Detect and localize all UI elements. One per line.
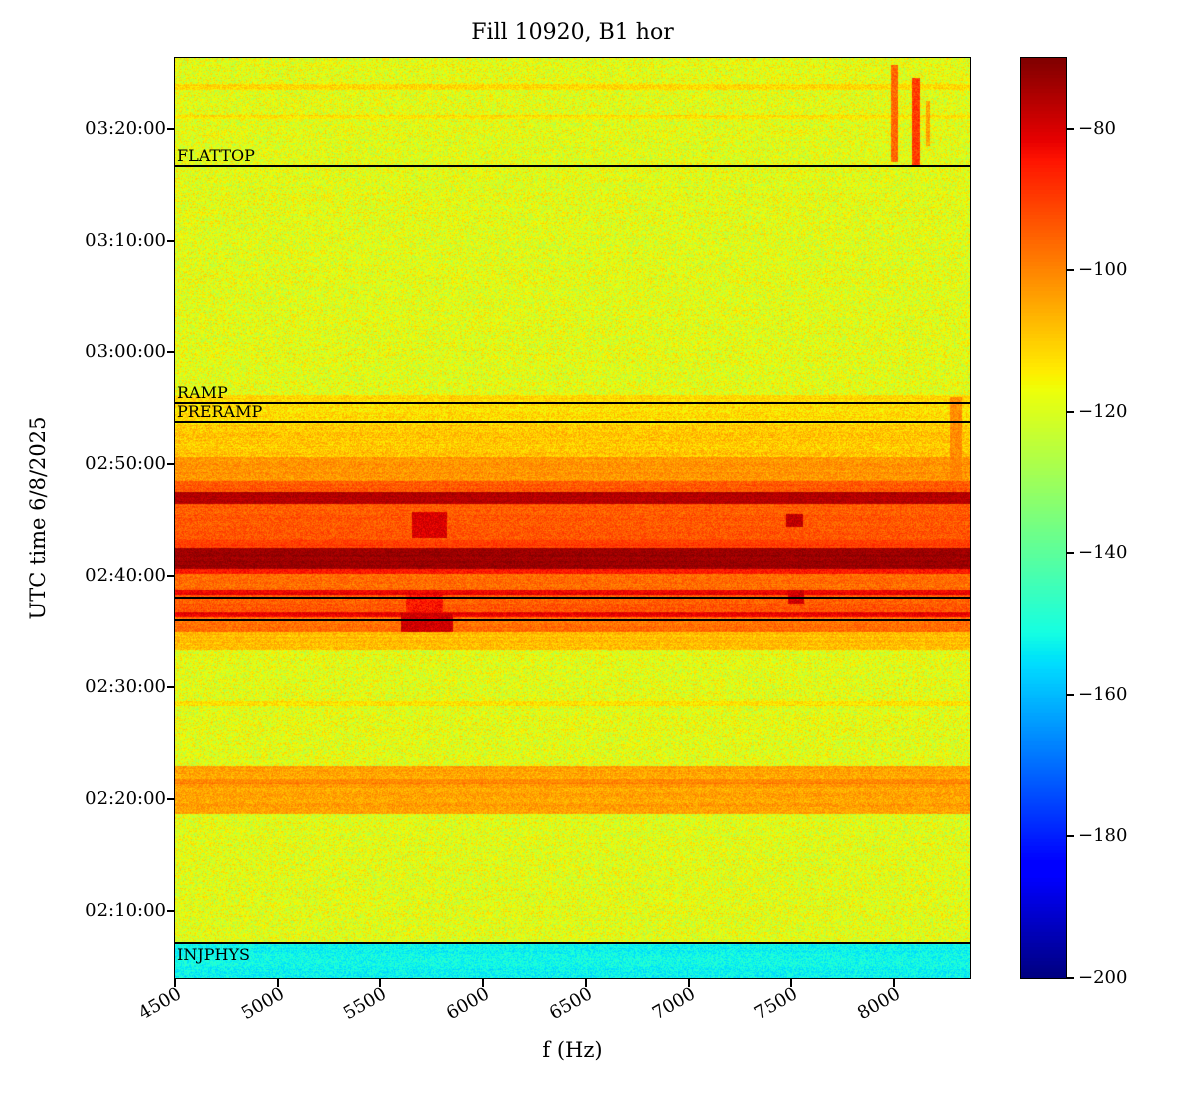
x-tick-mark xyxy=(379,979,382,987)
y-tick-mark xyxy=(167,798,175,801)
x-tick-label: 4500 xyxy=(134,983,185,1025)
colorbar-tick-label: −140 xyxy=(1078,542,1128,564)
beam-mode-line xyxy=(175,941,970,944)
colorbar-tick-mark xyxy=(1067,552,1074,555)
x-tick-label: 5500 xyxy=(340,983,391,1025)
colorbar-canvas xyxy=(1021,58,1066,978)
spectrogram-plot: FLATTOP RAMP PRERAMP INJPHYS xyxy=(174,57,971,979)
y-tick-mark xyxy=(167,351,175,354)
beam-mode-line xyxy=(175,165,970,168)
x-tick-mark xyxy=(482,979,485,987)
x-tick-label: 7500 xyxy=(751,983,802,1025)
x-tick-mark xyxy=(276,979,279,987)
colorbar-tick-mark xyxy=(1067,693,1074,696)
colorbar-tick-mark xyxy=(1067,835,1074,838)
y-tick-mark xyxy=(167,574,175,577)
y-tick-label: 02:30:00 xyxy=(85,676,166,698)
y-tick-label: 02:50:00 xyxy=(85,452,166,474)
y-tick-label: 02:10:00 xyxy=(85,899,166,921)
y-tick-mark xyxy=(167,239,175,242)
x-tick-mark xyxy=(790,979,793,987)
colorbar-tick-mark xyxy=(1067,269,1074,272)
colorbar-tick-label: −160 xyxy=(1078,683,1128,705)
colorbar xyxy=(1020,57,1067,979)
y-tick-mark xyxy=(167,127,175,130)
y-tick-label: 03:00:00 xyxy=(85,341,166,363)
y-tick-label: 03:20:00 xyxy=(85,117,166,139)
x-tick-mark xyxy=(174,979,176,987)
x-tick-label: 5000 xyxy=(237,983,288,1025)
y-tick-mark xyxy=(167,686,175,689)
colorbar-tick-label: −120 xyxy=(1078,400,1128,422)
x-tick-label: 6000 xyxy=(442,983,494,1025)
beam-mode-label: FLATTOP xyxy=(177,146,255,166)
colorbar-tick-label: −180 xyxy=(1078,825,1128,847)
y-tick-mark xyxy=(167,909,175,912)
x-tick-mark xyxy=(687,979,690,987)
beam-mode-line xyxy=(175,421,970,424)
colorbar-tick-mark xyxy=(1067,127,1074,130)
colorbar-tick-mark xyxy=(1067,977,1074,979)
x-tick-mark xyxy=(892,979,895,987)
beam-mode-line xyxy=(175,619,970,622)
y-tick-label: 02:20:00 xyxy=(85,788,166,810)
y-tick-mark xyxy=(167,462,175,465)
x-axis-label: f (Hz) xyxy=(542,1038,603,1062)
beam-mode-line xyxy=(175,401,970,404)
x-tick-mark xyxy=(584,979,587,987)
beam-mode-label: PRERAMP xyxy=(177,402,263,422)
x-tick-label: 6500 xyxy=(545,983,596,1025)
colorbar-tick-label: −80 xyxy=(1078,117,1116,139)
beam-mode-label: RAMP xyxy=(177,382,228,402)
colorbar-tick-label: −100 xyxy=(1078,259,1128,281)
spectrogram-canvas xyxy=(175,58,970,978)
beam-mode-line xyxy=(175,597,970,600)
y-tick-label: 02:40:00 xyxy=(85,564,166,586)
y-tick-label: 03:10:00 xyxy=(85,229,166,251)
beam-mode-label: INJPHYS xyxy=(177,944,250,964)
x-tick-label: 7000 xyxy=(648,983,699,1025)
x-tick-label: 8000 xyxy=(853,983,904,1025)
y-axis-label: UTC time 6/8/2025 xyxy=(26,416,50,620)
colorbar-tick-label: −200 xyxy=(1078,967,1128,988)
chart-title: Fill 10920, B1 hor xyxy=(471,20,674,45)
colorbar-tick-mark xyxy=(1067,410,1074,413)
